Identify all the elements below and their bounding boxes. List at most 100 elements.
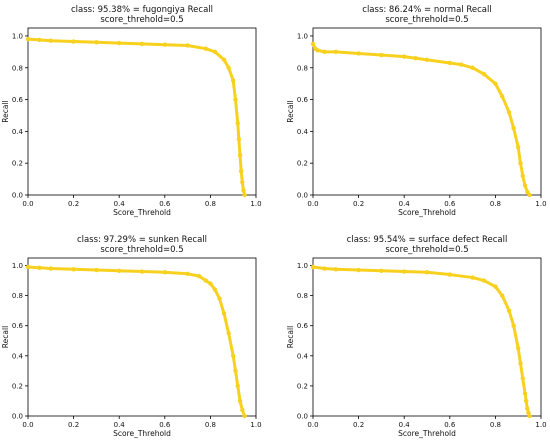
x-tick-label: 0.8 <box>490 421 501 429</box>
recall-point <box>493 284 498 289</box>
y-axis-label: Recall <box>286 326 295 348</box>
y-tick-label: 0.2 <box>297 160 308 168</box>
recall-point <box>481 71 487 77</box>
y-tick-label: 0.0 <box>297 192 308 200</box>
x-tick-label: 1.0 <box>250 421 261 429</box>
recall-point <box>94 40 99 45</box>
x-tick-label: 0.4 <box>114 421 126 429</box>
recall-point <box>424 270 430 275</box>
x-tick-label: 0.0 <box>22 200 33 208</box>
recall-point <box>516 145 521 150</box>
recall-point <box>231 78 236 83</box>
recall-point <box>208 281 213 286</box>
plot-frame <box>27 27 257 196</box>
recall-point <box>237 153 243 158</box>
y-tick-label: 0.8 <box>297 64 308 72</box>
recall-point <box>233 97 238 102</box>
recall-point <box>117 40 122 46</box>
y-tick-label: 0.8 <box>297 292 308 300</box>
recall-point <box>424 57 430 63</box>
recall-series-line <box>26 265 247 418</box>
recall-point <box>233 368 238 374</box>
x-tick-label: 0.2 <box>353 421 364 429</box>
recall-point <box>518 160 523 166</box>
recall-point <box>511 323 516 328</box>
recall-point <box>241 188 246 193</box>
recall-point <box>500 94 505 99</box>
recall-point <box>240 180 245 185</box>
recall-series-line <box>311 42 532 197</box>
recall-point <box>413 56 418 61</box>
recall-point <box>242 192 247 198</box>
x-axis-label: Score_Threhold <box>398 429 456 438</box>
recall-point <box>71 267 76 272</box>
recall-point <box>71 39 76 44</box>
recall-point <box>117 268 122 273</box>
y-tick-label: 0.0 <box>12 413 23 421</box>
recall-point <box>221 57 227 63</box>
recall-point <box>236 137 242 142</box>
recall-point <box>139 41 145 47</box>
y-tick-label: 0.4 <box>297 352 309 360</box>
chart-subtitle: score_threhold=0.5 <box>100 15 183 25</box>
x-tick-label: 0.4 <box>114 200 126 208</box>
y-tick-label: 0.8 <box>12 64 23 72</box>
recall-point <box>506 110 512 115</box>
x-axis-label: Score_Threhold <box>398 208 456 217</box>
recall-point <box>212 287 218 292</box>
y-tick-label: 0.2 <box>12 382 23 390</box>
y-axis-label: Recall <box>1 100 10 122</box>
x-tick-label: 0.8 <box>490 200 501 208</box>
recall-point <box>402 269 407 274</box>
y-tick-label: 1.0 <box>12 262 23 270</box>
recall-point <box>522 391 528 396</box>
recall-point <box>203 46 209 51</box>
recall-point <box>516 346 521 351</box>
x-tick-label: 0.4 <box>399 200 411 208</box>
y-tick-label: 0.0 <box>297 413 308 421</box>
chart-panel-4: class: 95.54% = surface defect Recallsco… <box>286 235 547 438</box>
x-tick-label: 0.6 <box>444 421 456 429</box>
recall-point <box>185 271 190 276</box>
y-tick-label: 0.2 <box>297 382 308 390</box>
recall-point <box>459 62 464 67</box>
recall-point <box>402 54 407 59</box>
recall-point <box>310 41 316 47</box>
x-tick-label: 0.6 <box>159 421 171 429</box>
x-tick-label: 1.0 <box>535 200 546 208</box>
y-tick-label: 1.0 <box>297 262 308 270</box>
x-tick-label: 0.2 <box>68 200 79 208</box>
recall-point <box>48 38 53 43</box>
recall-point <box>511 126 516 131</box>
x-tick-label: 1.0 <box>250 200 261 208</box>
chart-title: class: 97.29% = sunken Recall <box>77 235 207 245</box>
chart-subtitle: score_threhold=0.5 <box>100 245 183 255</box>
recall-point <box>527 413 532 419</box>
chart-panel-3: class: 97.29% = sunken Recallscore_threh… <box>1 235 262 438</box>
chart-title: class: 95.38% = fugongiya Recall <box>71 5 213 15</box>
recall-point <box>139 269 145 274</box>
recall-point <box>315 48 320 53</box>
x-tick-label: 0.0 <box>307 200 318 208</box>
x-tick-label: 0.6 <box>159 200 171 208</box>
y-tick-label: 0.2 <box>12 160 23 168</box>
recall-point <box>527 192 532 198</box>
recall-point <box>221 311 227 316</box>
recall-point <box>240 407 245 413</box>
y-tick-label: 0.6 <box>297 322 309 330</box>
recall-series-line <box>26 37 247 197</box>
recall-point <box>185 43 190 48</box>
recall-point <box>310 264 316 270</box>
y-tick-label: 0.6 <box>12 96 24 104</box>
chart-title: class: 95.54% = surface defect Recall <box>347 235 508 245</box>
x-tick-label: 0.4 <box>399 421 411 429</box>
chart-title: class: 86.24% = normal Recall <box>362 5 491 15</box>
plot-frame <box>312 257 542 417</box>
y-tick-label: 0.0 <box>12 192 23 200</box>
y-axis-label: Recall <box>286 100 295 122</box>
y-axis-label: Recall <box>1 326 10 348</box>
recall-point <box>25 264 31 270</box>
recall-point <box>333 49 338 55</box>
plot-frame <box>27 257 257 417</box>
